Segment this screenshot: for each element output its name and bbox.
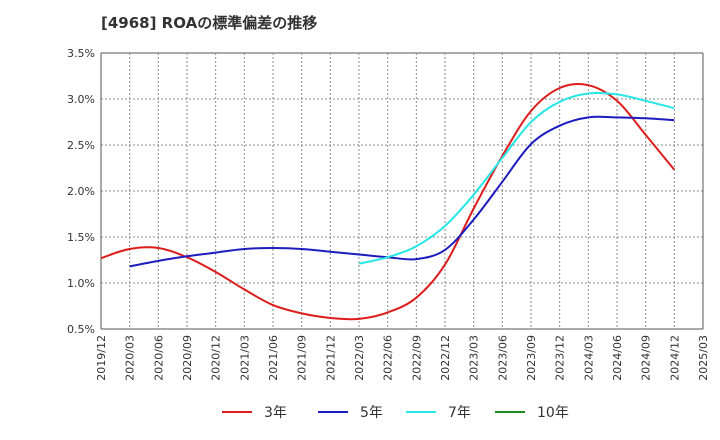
x-tick-label: 2022/03 — [353, 335, 366, 381]
x-tick-label: 2023/03 — [468, 335, 481, 381]
x-tick-label: 2021/12 — [324, 335, 337, 381]
y-tick-label: 3.0% — [67, 93, 95, 106]
x-tick-label: 2024/06 — [611, 335, 624, 381]
x-tick-label: 2024/03 — [582, 335, 595, 381]
y-tick-label: 1.0% — [67, 277, 95, 290]
x-tick-label: 2025/03 — [697, 335, 710, 381]
y-tick-label: 3.5% — [67, 47, 95, 60]
x-tick-label: 2023/12 — [554, 335, 567, 381]
legend-label: 3年 — [264, 405, 287, 421]
chart-title: [4968] ROAの標準偏差の推移 — [101, 14, 318, 32]
x-tick-label: 2020/12 — [210, 335, 223, 381]
x-tick-label: 2021/03 — [238, 335, 251, 381]
series-line-3年 — [100, 83, 676, 321]
legend-label: 5年 — [360, 405, 383, 421]
x-tick-label: 2021/09 — [296, 335, 309, 381]
x-tick-label: 2020/06 — [152, 335, 165, 381]
x-tick-label: 2023/09 — [525, 335, 538, 381]
x-tick-label: 2020/03 — [124, 335, 137, 381]
x-tick-label: 2019/12 — [95, 335, 108, 381]
legend-label: 7年 — [448, 405, 471, 421]
grid — [100, 52, 704, 330]
x-tick-label: 2021/06 — [267, 335, 280, 381]
y-axis-ticks: 0.5% 1.0% 1.5% 2.0% 2.5% 3.0% 3.5% — [67, 47, 95, 336]
x-tick-label: 2022/06 — [382, 335, 395, 381]
series-line-7年 — [358, 91, 675, 265]
x-tick-label: 2022/12 — [439, 335, 452, 381]
legend: 3年 5年 7年 10年 — [222, 405, 569, 421]
x-tick-label: 2020/09 — [181, 335, 194, 381]
y-tick-label: 1.5% — [67, 231, 95, 244]
x-tick-label: 2024/12 — [668, 335, 681, 381]
x-tick-label: 2022/09 — [410, 335, 423, 381]
x-tick-label: 2023/06 — [496, 335, 509, 381]
y-tick-label: 2.0% — [67, 185, 95, 198]
x-axis-ticks: 2019/12 2020/03 2020/06 2020/09 2020/12 2021/… — [95, 335, 710, 381]
y-tick-label: 2.5% — [67, 139, 95, 152]
series-line-5年 — [129, 115, 675, 268]
x-tick-label: 2024/09 — [640, 335, 653, 381]
y-tick-label: 0.5% — [67, 323, 95, 336]
series-lines — [100, 83, 676, 321]
legend-label: 10年 — [537, 405, 569, 421]
